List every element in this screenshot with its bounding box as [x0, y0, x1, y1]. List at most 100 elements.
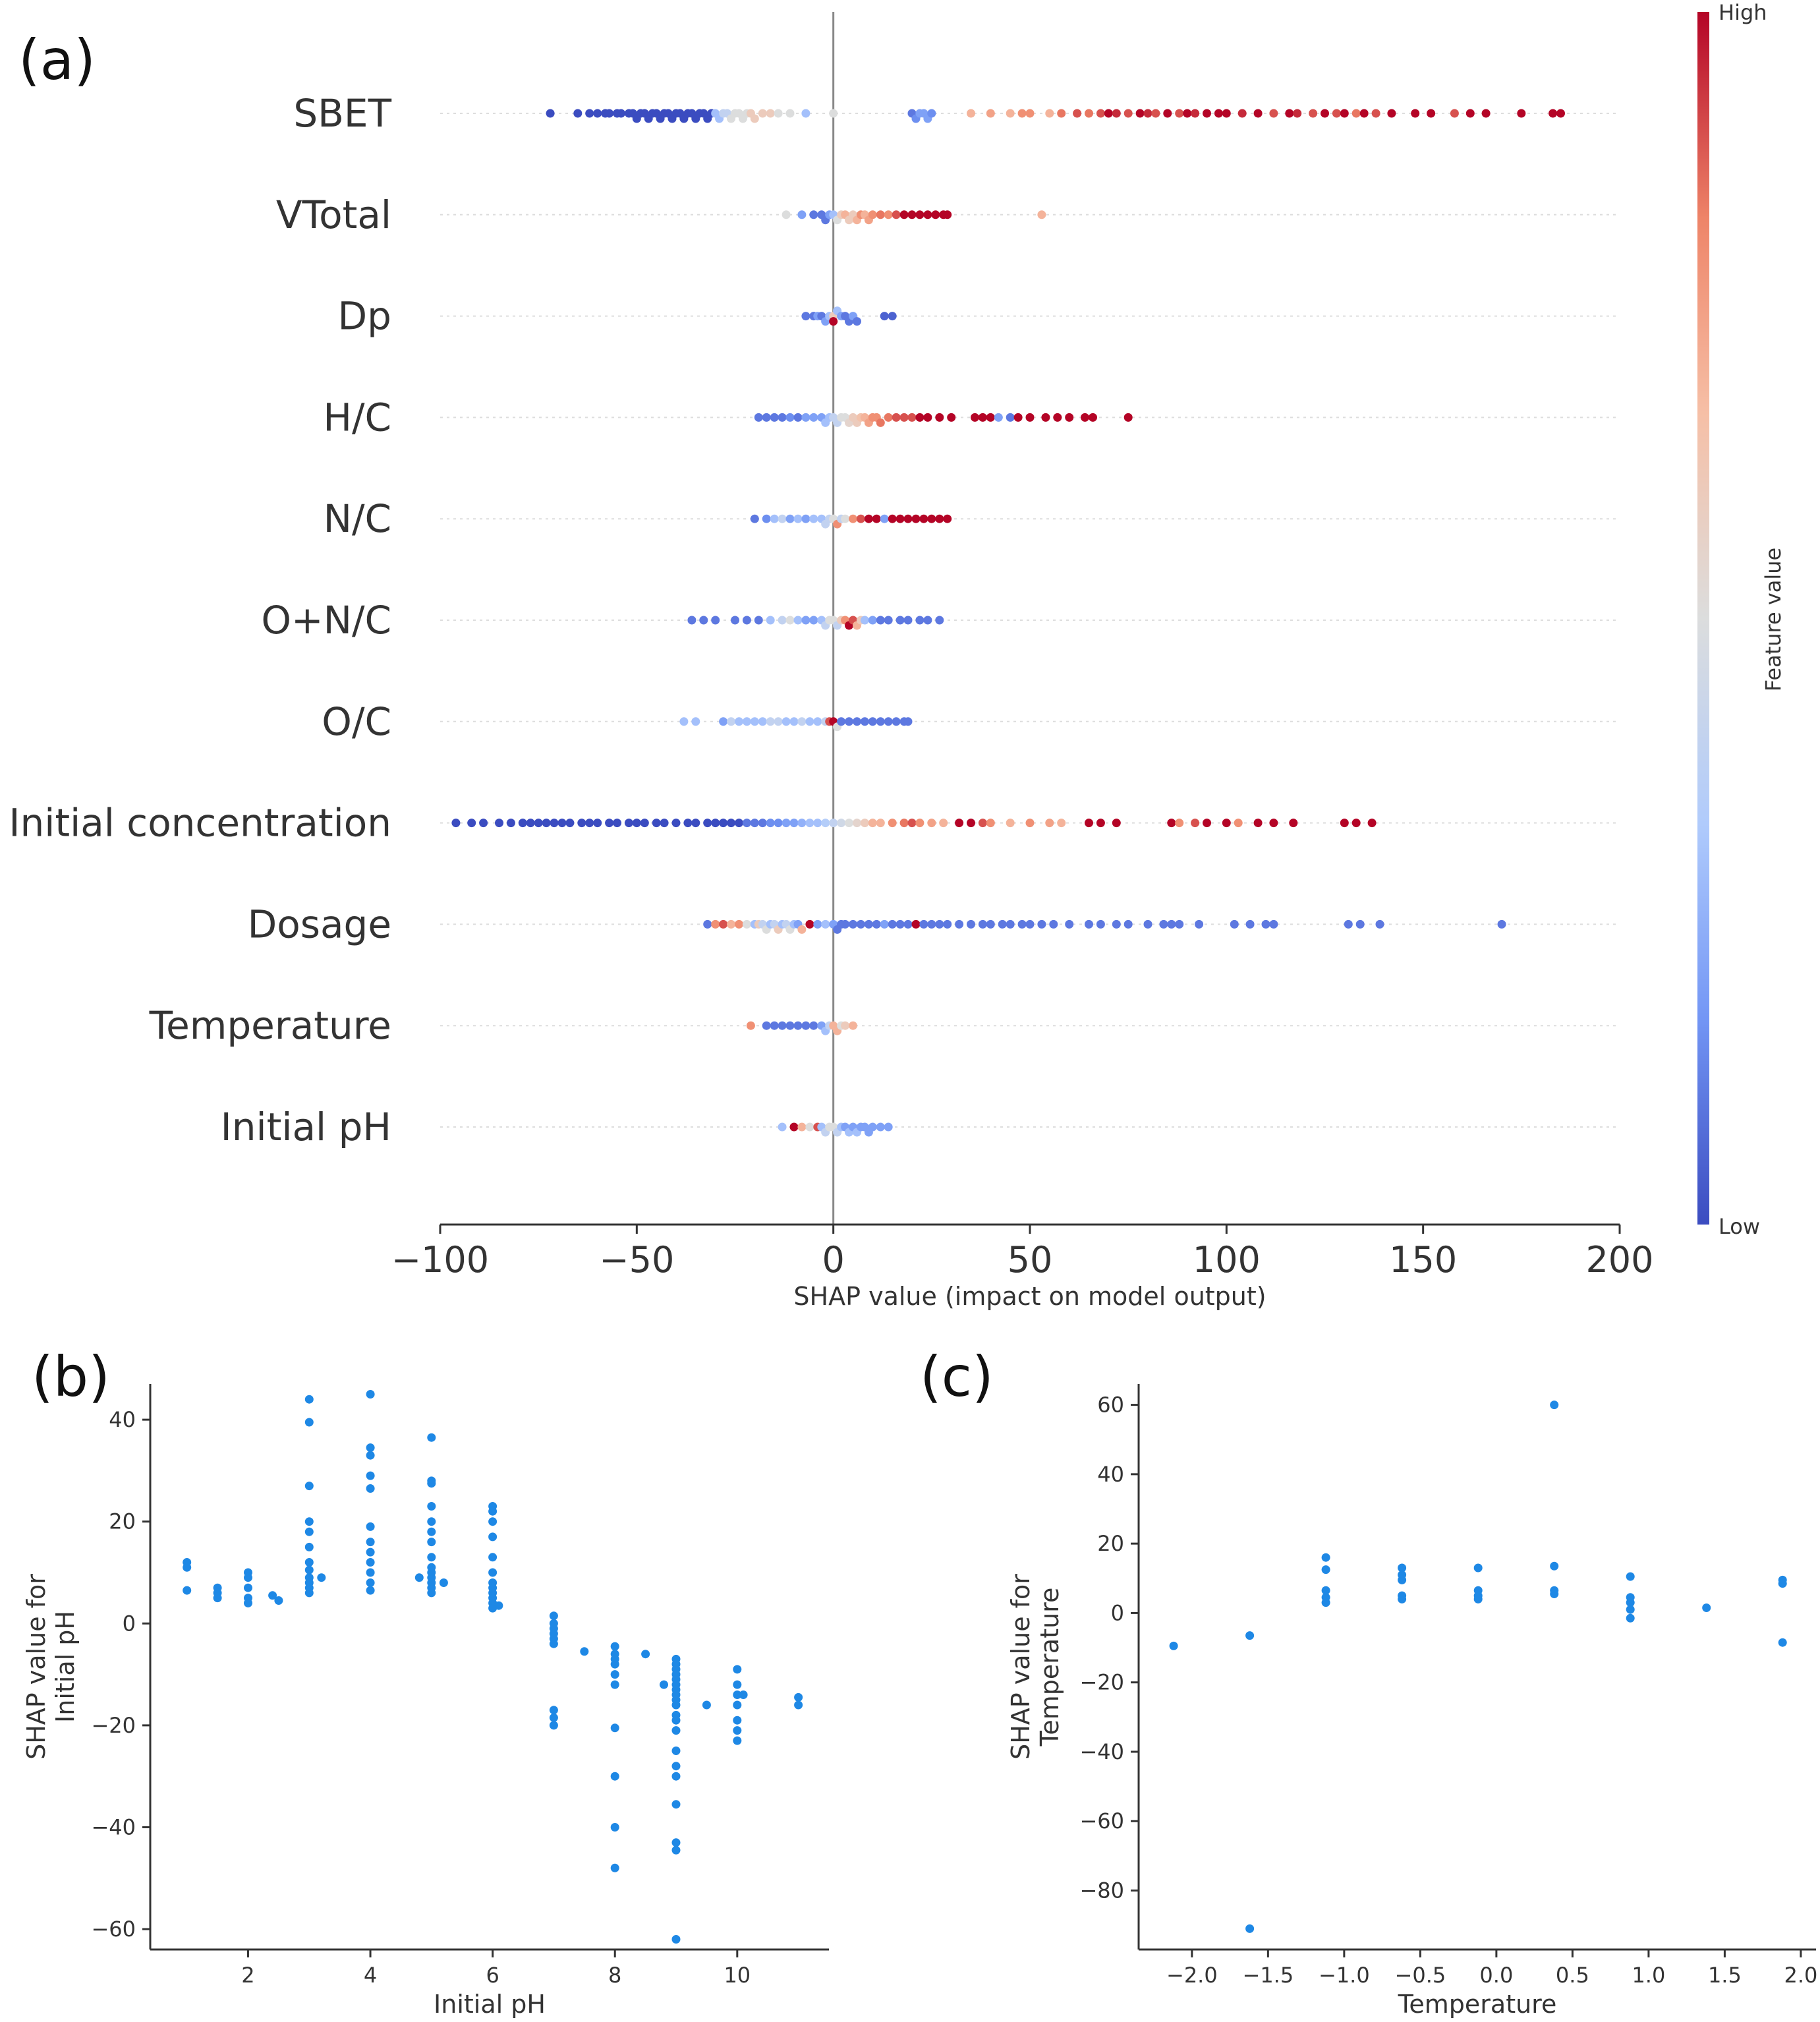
beeswarm-point	[849, 514, 857, 523]
beeswarm-point	[1089, 413, 1097, 422]
scatter-point	[610, 1680, 619, 1689]
beeswarm-point	[801, 1021, 810, 1030]
beeswarm-point	[876, 1122, 885, 1132]
beeswarm-point	[1123, 413, 1133, 422]
x-tick-label: −0.5	[1395, 1963, 1446, 1988]
beeswarm-point	[809, 210, 818, 219]
beeswarm-point	[742, 616, 751, 625]
beeswarm-point	[711, 819, 720, 828]
y-tick-label: 0	[1111, 1600, 1124, 1625]
beeswarm-point	[703, 919, 712, 929]
feature-label: VTotal	[276, 192, 391, 237]
beeswarm-point	[617, 109, 625, 118]
beeswarm-point	[903, 616, 913, 625]
beeswarm-point	[640, 819, 649, 828]
beeswarm-point	[809, 514, 818, 523]
beeswarm-point	[1289, 819, 1298, 828]
beeswarm-point	[1041, 413, 1050, 422]
beeswarm-point	[1065, 919, 1074, 929]
beeswarm-point	[868, 616, 877, 625]
beeswarm-point	[809, 616, 818, 625]
feature-label: Initial concentration	[9, 801, 391, 846]
beeswarm-point	[1195, 919, 1204, 929]
scatter-point	[304, 1482, 314, 1491]
beeswarm-point	[927, 919, 936, 929]
beeswarm-point	[899, 210, 909, 219]
feature-label: SBET	[293, 91, 391, 136]
beeswarm-point	[774, 717, 783, 726]
beeswarm-point	[892, 717, 901, 726]
beeswarm-point	[703, 819, 712, 828]
beeswarm-point	[778, 616, 787, 625]
scatter-point	[733, 1716, 742, 1725]
scatter-point	[244, 1583, 252, 1592]
scatter-point	[1321, 1553, 1330, 1562]
beeswarm-point	[565, 819, 575, 828]
beeswarm-point	[896, 919, 905, 929]
beeswarm-point	[888, 312, 897, 321]
x-tick-label: 6	[486, 1963, 499, 1988]
scatter-point	[1321, 1598, 1330, 1607]
beeswarm-point	[770, 1021, 779, 1030]
beeswarm-point	[735, 819, 743, 828]
scatter-point	[1245, 1631, 1255, 1640]
beeswarm-point	[782, 717, 791, 726]
beeswarm-point	[1025, 819, 1035, 828]
beeswarm-point	[585, 109, 594, 118]
beeswarm-point	[789, 1122, 799, 1132]
beeswarm-point	[923, 210, 932, 219]
beeswarm-point	[915, 413, 924, 422]
scatter-point	[733, 1700, 742, 1710]
scatter-point	[671, 1700, 681, 1710]
beeswarm-point	[762, 413, 771, 422]
beeswarm-point	[1057, 109, 1066, 118]
beeswarm-point	[880, 514, 889, 523]
beeswarm-point	[542, 819, 551, 828]
beeswarm-point	[943, 210, 952, 219]
beeswarm-point	[841, 514, 850, 523]
beeswarm-point	[978, 819, 987, 828]
scatter-point	[610, 1863, 619, 1872]
beeswarm-point	[841, 919, 850, 929]
beeswarm-point	[849, 919, 857, 929]
beeswarm-point	[671, 819, 681, 828]
beeswarm-point	[742, 717, 751, 726]
beeswarm-point	[1006, 919, 1015, 929]
beeswarm-point	[1017, 109, 1027, 118]
beeswarm-point	[860, 717, 869, 726]
beeswarm-point	[770, 514, 779, 523]
beeswarm-point	[805, 717, 814, 726]
x-tick-label: 2.0	[1784, 1963, 1817, 1988]
scatter-point	[671, 1716, 681, 1725]
beeswarm-point	[1183, 109, 1192, 118]
beeswarm-point	[868, 1122, 877, 1132]
beeswarm-point	[683, 819, 693, 828]
x-tick-label: 50	[1008, 1239, 1053, 1281]
beeswarm-point	[727, 819, 735, 828]
beeswarm-point	[1351, 819, 1361, 828]
beeswarm-point	[899, 819, 909, 828]
scatter-point	[213, 1594, 222, 1603]
panel-c-dependence-temperature: (c) 60 40 20 0 −20 −40 −60 −80 −2.0 −1.5 −1.0 −0.5 0…	[920, 1344, 1817, 2019]
beeswarm-point	[506, 819, 515, 828]
x-tick-label: 4	[364, 1963, 377, 1988]
beeswarm-point	[1073, 109, 1082, 118]
beeswarm-point	[868, 717, 877, 726]
beeswarm-point	[573, 109, 583, 118]
scatter-point	[1169, 1641, 1178, 1650]
x-tick-label: 8	[608, 1963, 621, 1988]
beeswarm-point	[1025, 109, 1035, 118]
beeswarm-point	[1143, 109, 1152, 118]
scatter-point	[366, 1578, 375, 1587]
beeswarm-point	[1163, 109, 1172, 118]
beeswarm-point	[880, 312, 889, 321]
beeswarm-point	[778, 514, 787, 523]
beeswarm-point	[1450, 109, 1459, 118]
beeswarm-point	[1085, 819, 1093, 828]
scatter-point	[1778, 1579, 1787, 1588]
x-tick-label: −100	[391, 1239, 489, 1281]
scatter-point	[1398, 1575, 1407, 1584]
beeswarm-point	[1203, 109, 1211, 118]
beeswarm-point	[1293, 109, 1302, 118]
scatter-point	[671, 1800, 681, 1809]
